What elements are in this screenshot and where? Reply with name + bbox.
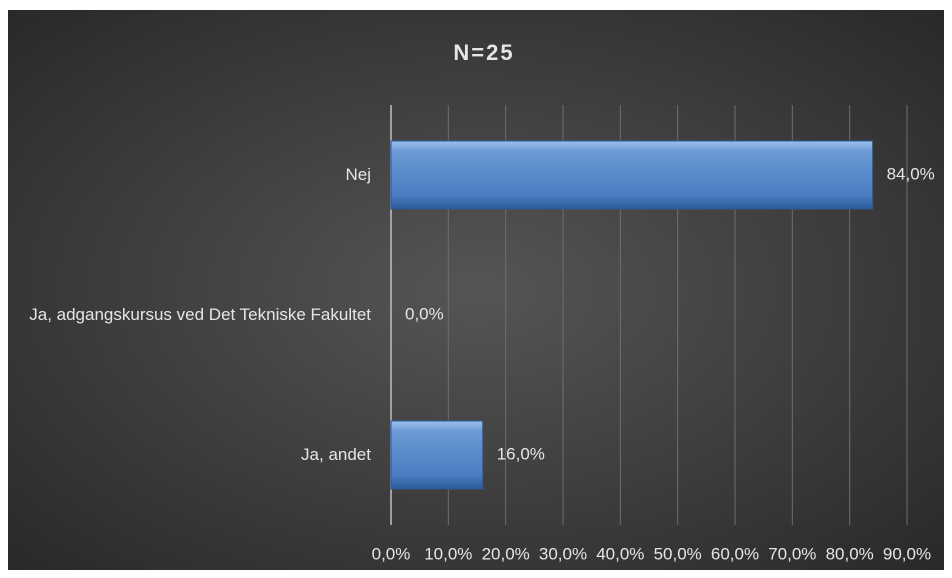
x-tick-label: 80,0% xyxy=(826,544,874,563)
x-tick-label: 90,0% xyxy=(883,544,931,563)
x-tick-label: 60,0% xyxy=(711,544,759,563)
bar xyxy=(390,140,874,210)
x-tick-label: 70,0% xyxy=(768,544,816,563)
x-tick-label: 40,0% xyxy=(596,544,644,563)
x-tick-label: 0,0% xyxy=(372,544,411,563)
bar xyxy=(390,420,484,490)
y-tick-label: Ja, adgangskursus ved Det Tekniske Fakul… xyxy=(29,305,371,324)
x-tick-label: 10,0% xyxy=(424,544,472,563)
chart-title: N=25 xyxy=(453,40,514,65)
y-tick-label: Nej xyxy=(345,165,371,184)
value-label: 16,0% xyxy=(497,444,545,463)
value-label: 0,0% xyxy=(405,304,444,323)
value-label: 84,0% xyxy=(887,164,935,183)
y-tick-label: Ja, andet xyxy=(301,445,371,464)
x-tick-label: 20,0% xyxy=(482,544,530,563)
x-tick-label: 30,0% xyxy=(539,544,587,563)
x-tick-label: 50,0% xyxy=(654,544,702,563)
